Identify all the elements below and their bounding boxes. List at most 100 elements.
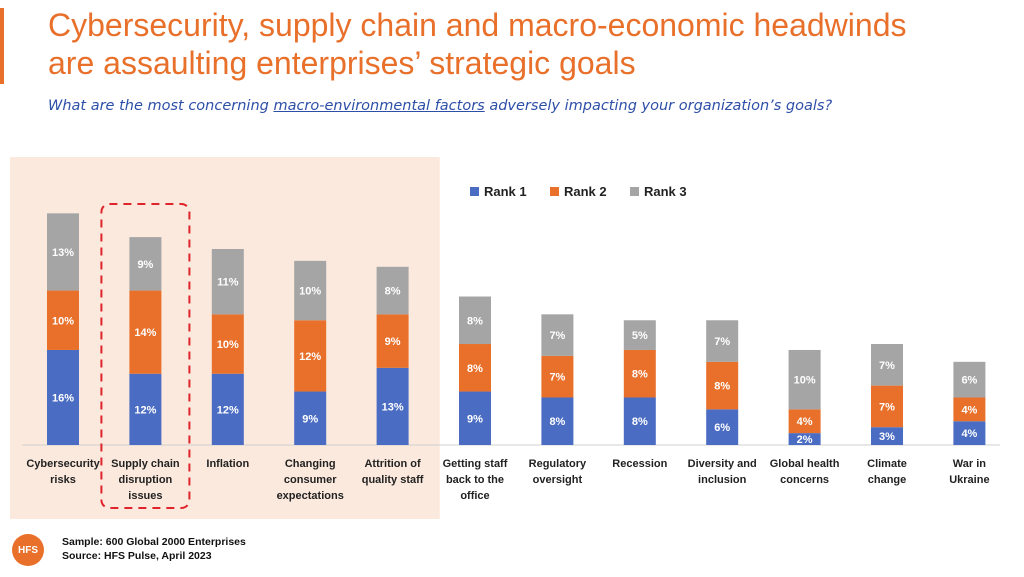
data-label: 14% — [134, 327, 156, 339]
bar-segment — [623, 397, 656, 445]
highlight-dashed-box — [100, 203, 191, 509]
category-label: Diversity and inclusion — [688, 458, 757, 486]
data-label: 7% — [549, 330, 565, 342]
category-label: Changing consumer expectations — [277, 458, 344, 502]
category-label: Recession — [612, 458, 667, 470]
data-label: 16% — [52, 392, 74, 404]
bar-segment — [541, 314, 574, 356]
data-label: 12% — [299, 351, 321, 363]
category-label-line: consumer — [284, 474, 337, 486]
category-label: War in Ukraine — [949, 458, 989, 486]
page-title: Cybersecurity, supply chain and macro-ec… — [48, 7, 907, 81]
legend-label: Rank 3 — [644, 184, 687, 199]
bar-segment — [788, 433, 821, 445]
data-label: 8% — [467, 315, 483, 327]
bar-segment — [211, 248, 244, 315]
category-label: Inflation — [206, 458, 249, 470]
question-text-end: adversely impacting your organization’s … — [484, 98, 833, 114]
data-label: 12% — [217, 404, 239, 416]
sample-note: Sample: 600 Global 2000 Enterprises — [62, 536, 246, 548]
hfs-logo: HFS — [12, 534, 44, 566]
bar-segment — [47, 349, 79, 445]
bar-segment — [541, 355, 574, 398]
bar-segment — [706, 320, 739, 362]
category-label-line: Attrition of — [364, 458, 421, 470]
category-label-line: risks — [50, 474, 76, 486]
category-label-line: office — [460, 490, 489, 502]
chart-question: What are the most concerning macro-envir… — [48, 98, 1008, 114]
category-label-line: Regulatory — [529, 458, 587, 470]
category-label-line: Getting staff — [443, 458, 508, 470]
data-label: 7% — [879, 401, 895, 413]
bar-segment — [871, 427, 903, 445]
category-label-line: War in — [953, 458, 986, 470]
bar-segment — [129, 237, 162, 291]
data-label: 9% — [385, 336, 401, 348]
bar-segment — [788, 409, 821, 434]
category-label: Regulatory oversight — [529, 458, 587, 486]
bar-segment — [376, 367, 409, 445]
data-label: 10% — [794, 375, 816, 387]
category-label: Climate change — [867, 458, 907, 486]
data-label: 12% — [134, 404, 156, 416]
category-label-line: Ukraine — [949, 474, 989, 486]
bar-segment — [47, 213, 79, 291]
category-label-line: Global health — [770, 458, 840, 470]
category-label-line: disruption — [119, 474, 173, 486]
bar-segment — [541, 397, 574, 445]
bar-segment — [459, 344, 491, 392]
data-label: 4% — [961, 404, 977, 416]
data-label: 4% — [961, 428, 977, 440]
data-label: 10% — [217, 339, 239, 351]
category-label-line: Climate — [867, 458, 907, 470]
data-label: 13% — [52, 247, 74, 259]
data-label: 2% — [797, 434, 813, 446]
data-label: 8% — [549, 416, 565, 428]
category-label-line: back to the — [446, 474, 504, 486]
data-label: 8% — [632, 369, 648, 381]
bar-segment — [459, 391, 491, 445]
bar-segment — [211, 373, 244, 445]
legend-swatch — [550, 187, 559, 196]
bar-segment — [953, 421, 986, 445]
category-label-line: concerns — [780, 474, 829, 486]
category-label: Attrition of quality staff — [362, 458, 424, 486]
bar-segment — [706, 409, 739, 445]
bar-segment — [294, 320, 327, 392]
bar-segment — [376, 266, 409, 315]
legend-swatch — [470, 187, 479, 196]
data-label: 8% — [714, 381, 730, 393]
category-label-line: Supply chain — [111, 458, 180, 470]
bar-segment — [871, 344, 903, 386]
legend-label: Rank 1 — [484, 184, 527, 199]
category-label-line: expectations — [277, 490, 344, 502]
bar-segment — [953, 397, 986, 422]
legend-swatch — [630, 187, 639, 196]
question-text-start: What are the most concerning — [48, 98, 274, 114]
category-label-line: inclusion — [698, 474, 747, 486]
bar-segment — [129, 373, 162, 445]
question-highlight: macro-environmental factors — [273, 98, 485, 114]
data-label: 9% — [467, 413, 483, 425]
bar-segment — [47, 290, 79, 350]
category-label-line: oversight — [533, 474, 583, 486]
category-label-line: change — [868, 474, 907, 486]
data-label: 6% — [714, 422, 730, 434]
data-label: 8% — [632, 416, 648, 428]
category-label-line: Cybersecurity — [26, 458, 100, 470]
bar-segment — [623, 320, 656, 350]
data-label: 9% — [137, 259, 153, 271]
data-label: 4% — [797, 416, 813, 428]
bar-segment — [706, 361, 739, 410]
category-label: Supply chain disruption issues — [111, 458, 180, 502]
bar-segment — [623, 349, 656, 398]
title-accent-bar — [0, 8, 4, 84]
data-label: 7% — [549, 372, 565, 384]
bar-segment — [788, 349, 821, 410]
bar-segment — [953, 361, 986, 398]
footer-notes: Sample: 600 Global 2000 Enterprises Sour… — [62, 535, 246, 563]
data-label: 11% — [217, 277, 239, 289]
bar-segment — [211, 314, 244, 374]
category-label: Cybersecurity risks — [26, 458, 100, 486]
category-label: Global health concerns — [770, 458, 840, 486]
